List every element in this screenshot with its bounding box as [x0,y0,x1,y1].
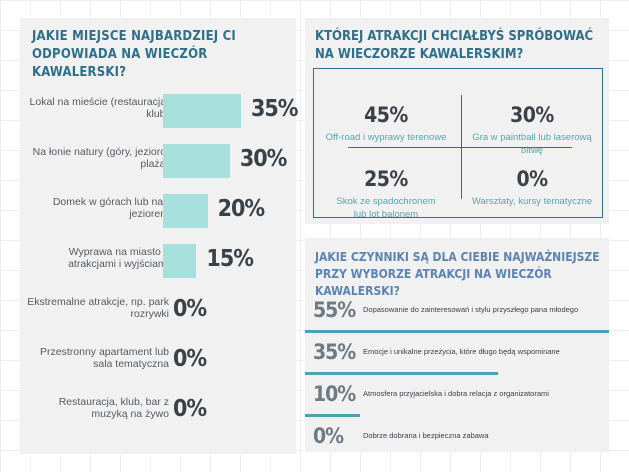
attraction-cell-skydive: 25% Skok ze spadochronem lub lot balonem [314,167,458,221]
attraction-value: 25% [364,167,408,191]
place-bar [163,94,241,128]
place-value: 35% [251,96,299,122]
place-value: 15% [206,246,254,272]
attraction-label: Skok ze spadochronem lub lot balonem [336,196,436,220]
place-row: Przestronny apartament lub sala tematycz… [20,340,296,380]
factor-row: 0% Dobrze dobrana i bezpieczna zabawa [305,422,609,462]
attraction-panel: KTÓREJ ATRAKCJI CHCIAŁBYŚ SPRÓBOWAĆ NA W… [305,18,609,224]
place-row: Ekstremalne atrakcje, np. park rozrywki 0… [20,290,296,330]
place-bar [163,194,208,228]
attraction-title: KTÓREJ ATRAKCJI CHCIAŁBYŚ SPRÓBOWAĆ NA W… [315,29,594,62]
factor-value: 0% [313,424,344,448]
attraction-value: 0% [516,167,548,191]
attraction-value: 45% [364,103,408,127]
place-label: Wyprawa na miasto z atrakcjami i wyjścia… [68,246,169,270]
factor-bar [305,372,499,375]
factors-panel: JAKIE CZYNNIKI SĄ DLA CIEBIE NAJWAŻNIEJS… [305,238,609,452]
attraction-value: 30% [510,103,554,127]
place-value: 0% [173,296,207,322]
place-chart-title: JAKIE MIEJSCE NAJBARDZIEJ CI ODPOWIADA N… [32,29,236,80]
place-label: Lokal na mieście (restauracja, klub) [29,96,169,120]
place-label: Restauracja, klub, bar z muzyką na żywo [58,396,169,420]
place-row: Restauracja, klub, bar z muzyką na żywo 0… [20,390,296,430]
place-label: Na łonie natury (góry, jezioro, plaża) [32,146,169,170]
place-row: Wyprawa na miasto z atrakcjami i wyjścia… [20,240,296,280]
place-row: Na łonie natury (góry, jezioro, plaża) 30… [20,140,296,180]
place-value: 20% [217,196,266,222]
factor-row: 35% Emocje i unikalne przeżycia, które dł… [305,338,609,378]
attraction-cell-offroad: 45% Off-road i wyprawy terenowe [314,103,458,144]
factor-bar [305,330,609,333]
factor-label: Dopasowanie do zainteresowań i stylu prz… [363,305,579,314]
attraction-label: Warsztaty, kursy tematyczne [471,196,593,207]
factor-label: Emocje i unikalne przeżycia, które długo… [363,347,560,356]
factor-row: 55% Dopasowanie do zainteresowań i stylu … [305,296,609,336]
place-value: 0% [173,396,207,422]
place-value: 0% [173,346,207,372]
attraction-grid: 45% Off-road i wyprawy terenowe 30% Gra … [313,68,604,221]
factor-value: 35% [313,340,356,364]
place-value: 30% [239,146,288,172]
factors-title: JAKIE CZYNNIKI SĄ DLA CIEBIE NAJWAŻNIEJS… [315,250,600,298]
factor-bar [305,414,361,417]
place-bar [163,244,197,278]
factor-label: Atmosfera przyjacielska i dobra relacja … [363,389,549,398]
attraction-cell-paintball: 30% Gra w paintball lub laserową bitwę [460,103,604,157]
place-bar [163,144,230,178]
factor-row: 10% Atmosfera przyjacielska i dobra relac… [305,380,609,420]
factor-value: 10% [313,382,356,406]
factor-label: Dobrze dobrana i bezpieczna zabawa [363,431,489,440]
grid-horizontal-divider [348,147,572,148]
attraction-label: Off-road i wyprawy terenowe [325,132,447,143]
attraction-label: Gra w paintball lub laserową bitwę [472,132,592,156]
place-row: Domek w górach lub nad jeziorem 20% [20,190,296,230]
factor-value: 55% [313,298,356,322]
place-label: Ekstremalne atrakcje, np. park rozrywki [27,296,169,320]
place-row: Lokal na mieście (restauracja, klub) 35% [20,90,299,130]
place-label: Domek w górach lub nad jeziorem [52,196,169,220]
attraction-cell-workshops: 0% Warsztaty, kursy tematyczne [460,167,604,208]
place-chart-panel: JAKIE MIEJSCE NAJBARDZIEJ CI ODPOWIADA N… [20,18,299,454]
place-label: Przestronny apartament lub sala tematycz… [40,346,169,370]
